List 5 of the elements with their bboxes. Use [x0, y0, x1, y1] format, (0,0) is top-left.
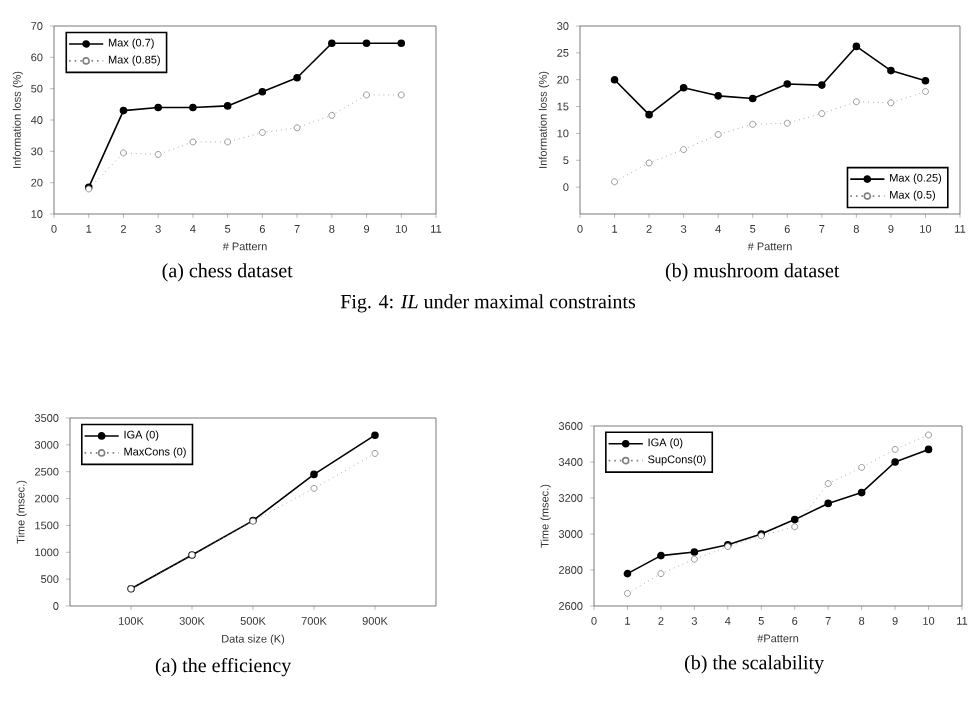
text: (b) mushroom dataset: [665, 263, 840, 282]
text: (a) the efficiency: [155, 657, 292, 677]
text: (b) the scalability: [685, 655, 825, 674]
text: (a) chess dataset: [162, 263, 293, 282]
caption: Fig. 4: IL under maximal constraints: [340, 294, 636, 313]
